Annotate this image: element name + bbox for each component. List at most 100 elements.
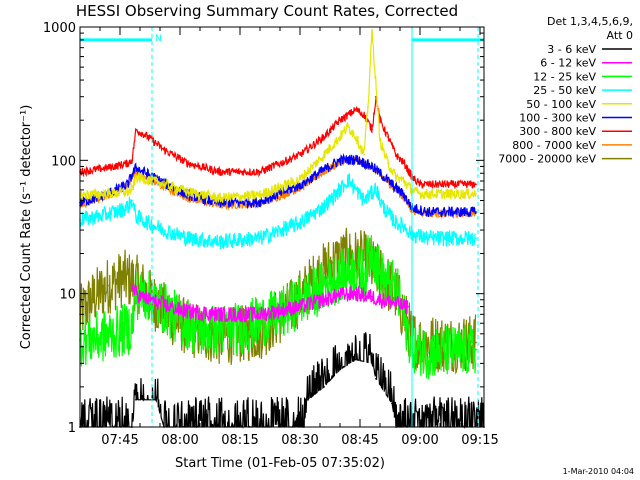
data-point [159,302,161,304]
data-point [135,215,137,218]
data-point [475,193,477,195]
data-point [123,277,125,280]
data-point [371,128,373,131]
legend-header-line-2: Att 0 [607,29,633,42]
data-point [299,184,301,187]
data-point [131,326,133,329]
data-point [403,180,405,182]
data-point [219,197,221,200]
series-line [79,332,485,430]
data-point [219,240,221,243]
data-point [159,180,161,182]
data-point [323,153,325,156]
data-point [387,162,389,165]
data-point [355,269,357,272]
legend-label: 800 - 7000 keV [512,139,596,152]
series-50-100-kev [79,28,477,204]
x-tick-label: 07:45 [101,433,138,448]
data-point [147,136,149,138]
data-point [339,293,341,296]
data-point [451,237,453,240]
data-point [259,313,261,316]
data-point [259,200,261,203]
legend-header-line-1: Det 1,3,4,5,6,9, [547,15,633,28]
data-point [171,313,173,316]
data-point [127,183,129,186]
data-point [363,273,365,276]
data-point [383,207,385,209]
data-point [355,358,357,361]
series-line [79,172,476,250]
data-point [379,273,381,276]
data-point [135,398,137,401]
data-point [127,162,129,165]
data-point [131,159,133,162]
data-point [427,351,429,354]
data-point [147,221,149,224]
data-point [331,262,333,264]
attenuator-marker-label: N [155,34,162,44]
data-point [475,341,477,344]
data-point [135,176,137,178]
series-line [79,153,477,219]
series-25-50-kev [79,172,477,250]
data-point [371,247,373,249]
series-line [79,96,477,190]
data-point [99,215,101,218]
data-point [127,205,129,208]
x-tick-label: 08:30 [281,433,318,448]
data-point [355,292,357,295]
data-point [199,330,201,333]
data-point [159,181,161,184]
data-point [131,199,133,202]
data-point [395,302,397,304]
data-point [347,125,349,128]
timestamp: 1-Mar-2010 04:04 [563,467,634,476]
chart-title: HESSI Observing Summary Count Rates, Cor… [76,2,458,20]
data-point [339,136,341,138]
data-point [395,153,397,156]
data-point [99,336,101,339]
data-point [475,211,477,213]
x-tick-label: 08:00 [161,433,198,448]
y-tick-label: 1 [68,421,76,436]
data-point [475,348,477,351]
x-tick-label: 08:15 [221,433,258,448]
y-tick-label: 1000 [43,21,76,36]
data-point [135,166,137,169]
data-point [327,282,329,284]
data-point [427,211,429,213]
data-point [131,173,133,176]
data-point [387,282,389,284]
data-point [155,398,157,401]
data-point [443,350,445,353]
data-point [371,192,373,194]
data-point [323,136,325,138]
data-point [323,168,325,171]
data-point [323,205,325,208]
data-point [219,170,221,173]
data-point [367,106,369,109]
data-point [379,139,381,142]
data-point [343,273,345,276]
data-point [135,128,137,131]
data-point [403,194,405,196]
data-point [239,327,241,330]
data-point [387,136,389,138]
plot-frame [79,26,485,428]
data-point [107,166,109,169]
data-point [387,212,389,215]
data-point [379,199,381,202]
data-point [451,183,453,186]
legend-label: 300 - 800 keV [519,125,596,138]
data-point [475,183,477,186]
y-axis-label: Corrected Count Rate (s⁻¹ detector⁻¹) [19,105,34,350]
data-point [379,119,381,122]
legend-label: 6 - 12 keV [540,57,596,70]
data-point [407,305,409,308]
data-point [451,193,453,195]
data-point [339,368,341,371]
data-point [375,377,377,380]
